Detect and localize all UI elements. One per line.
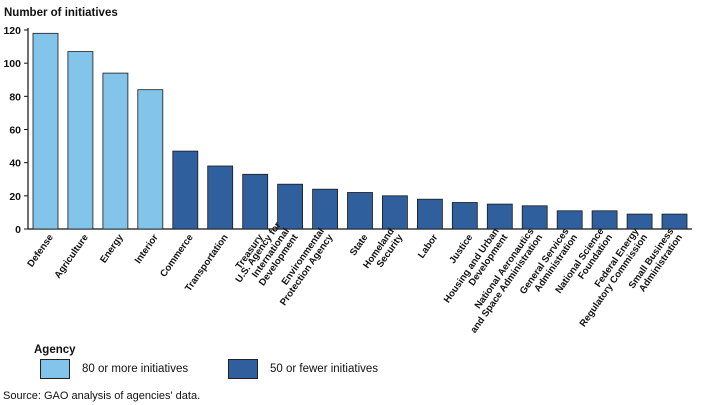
- bar-national-aeronautics-and-space-administration: [521, 205, 548, 230]
- legend-label: 50 or fewer initiatives: [270, 363, 379, 375]
- bar-chart: Number of initiatives 0 20 40 60 80 100 120 De…: [3, 7, 692, 335]
- bar-small-business-administration: [661, 213, 688, 230]
- bar-national-science-foundation: [591, 210, 618, 230]
- bar-state: [347, 192, 373, 230]
- x-tick-label: Labor: [416, 232, 440, 260]
- x-tick-label: Commerce: [158, 232, 195, 279]
- x-tick-label: Interior: [133, 232, 161, 266]
- source-note: Source: GAO analysis of agencies' data.: [3, 390, 201, 402]
- x-tick-label: Defense: [26, 232, 56, 269]
- bar-agriculture: [67, 51, 94, 230]
- legend-item-80-or-more: 80 or more initiatives: [40, 359, 188, 379]
- legend-swatch-light: [40, 359, 70, 379]
- y-tick-label: 120: [3, 25, 21, 37]
- bar-u-s-agency-for-international-development: [277, 183, 304, 230]
- x-tick-label: Agriculture: [53, 232, 91, 280]
- x-tick-label: HomelandSecurity: [361, 226, 406, 277]
- y-tick-label: 60: [9, 125, 21, 137]
- y-tick-label: 0: [15, 224, 21, 236]
- bar-transportation: [207, 165, 234, 230]
- bar-justice: [451, 202, 478, 230]
- bar-general-services-administration: [556, 210, 583, 230]
- bar-treasury: [242, 173, 269, 230]
- bar-labor: [416, 198, 443, 230]
- y-tick-label: 40: [9, 158, 21, 170]
- bar-environmental-protection-agency: [312, 188, 339, 230]
- bar-energy: [102, 72, 129, 230]
- y-tick-label: 80: [9, 91, 21, 103]
- bar-homeland-security: [381, 195, 408, 230]
- legend-label: 80 or more initiatives: [82, 363, 189, 375]
- bar-federal-energy-regulatory-commission: [626, 213, 653, 230]
- bar-commerce: [172, 150, 199, 230]
- bar-housing-and-urban-development: [486, 203, 513, 230]
- legend-item-50-or-fewer: 50 or fewer initiatives: [228, 359, 378, 379]
- legend-swatch-dark: [228, 359, 258, 379]
- x-tick-label: Energy: [98, 232, 126, 265]
- y-tick-label: 100: [3, 58, 21, 70]
- x-tick-label: State: [348, 232, 370, 258]
- bar-interior: [137, 89, 164, 230]
- bar-defense: [32, 32, 59, 230]
- bars: [32, 32, 688, 230]
- y-axis-title: Number of initiatives: [4, 7, 118, 19]
- legend-title: Agency: [34, 344, 76, 356]
- y-tick-label: 20: [9, 191, 21, 203]
